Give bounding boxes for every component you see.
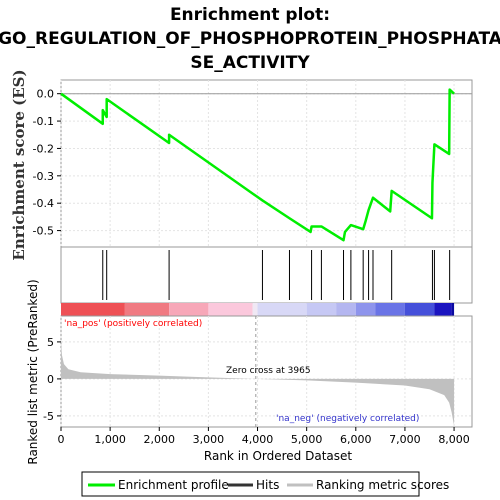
rank-x-ticks: 0 1,000 2,000 3,000 4,000 5,000 6,000 7,000 8,00… xyxy=(58,427,470,446)
es-y-tick-label: -0.2 xyxy=(33,142,54,155)
enrichment-score-panel: 0.0 -0.1 -0.2 -0.3 -0.4 -0.5 Enrichment score… xyxy=(10,69,473,261)
rank-panel-frame xyxy=(60,315,473,428)
rank-ylabel: Ranked list metric (PreRanked) xyxy=(26,279,40,464)
color-bar-segment xyxy=(169,303,209,316)
rank-xlabel: Rank in Ordered Dataset xyxy=(204,449,352,463)
color-bar-segment xyxy=(124,303,170,316)
es-y-tick-label: 0.0 xyxy=(37,88,55,101)
title-line-3: SE_ACTIVITY xyxy=(190,53,310,73)
legend-hits-label: Hits xyxy=(256,478,279,492)
color-bar-segment xyxy=(252,303,258,316)
color-bar-segment xyxy=(375,303,405,316)
enrichment-profile-line xyxy=(60,88,455,242)
title-line-2: GO_REGULATION_OF_PHOSPHOPROTEIN_PHOSPHAT… xyxy=(0,29,500,49)
hits-panel-frame xyxy=(60,246,473,304)
rank-y-tick-label: 0 xyxy=(47,373,54,386)
hits-panel xyxy=(60,246,473,304)
es-ylabel: Enrichment score (ES) xyxy=(10,69,28,260)
color-bar-segment xyxy=(208,303,253,316)
hit-marks xyxy=(102,250,451,300)
neg-label: 'na_neg' (negatively correlated) xyxy=(276,414,419,424)
rank-y-tick-label: 5 xyxy=(47,336,54,349)
rank-x-tick-label: 3,000 xyxy=(193,433,225,446)
title-line-1: Enrichment plot: xyxy=(170,5,330,25)
rank-y-tick-label: -5 xyxy=(43,410,54,423)
pos-label: 'na_pos' (positively correlated) xyxy=(64,319,202,329)
rank-x-tick-label: 0 xyxy=(58,433,65,446)
legend-ranking-label: Ranking metric scores xyxy=(316,478,449,492)
legend: Enrichment profile Hits Ranking metric s… xyxy=(81,471,449,497)
color-bar-segment xyxy=(451,303,455,316)
ranked-metric-panel: 5 0 -5 0 1,000 2,000 3,000 4,000 5,000 6,000 7,00… xyxy=(26,279,473,465)
es-y-tick-label: -0.5 xyxy=(33,225,54,238)
rank-x-tick-label: 4,000 xyxy=(242,433,274,446)
color-bar-segment xyxy=(336,303,356,316)
rank-x-tick-label: 2,000 xyxy=(144,433,176,446)
rank-y-ticks: 5 0 -5 xyxy=(43,336,61,423)
color-bar-segment xyxy=(434,303,452,316)
legend-enrichment-label: Enrichment profile xyxy=(118,478,229,492)
es-panel-frame xyxy=(60,79,473,248)
color-bar-segment xyxy=(306,303,337,316)
color-bar-segment xyxy=(355,303,376,316)
es-y-tick-label: -0.4 xyxy=(33,197,54,210)
rank-color-bar xyxy=(61,303,455,316)
rank-x-tick-label: 8,000 xyxy=(438,433,470,446)
rank-x-tick-label: 7,000 xyxy=(389,433,421,446)
rank-x-tick-label: 1,000 xyxy=(94,433,126,446)
color-bar-segment xyxy=(61,303,125,316)
zero-cross-label: Zero cross at 3965 xyxy=(226,366,311,376)
rank-x-tick-label: 5,000 xyxy=(291,433,323,446)
es-y-ticks: 0.0 -0.1 -0.2 -0.3 -0.4 -0.5 xyxy=(33,88,61,238)
rank-x-tick-label: 6,000 xyxy=(340,433,372,446)
es-y-tick-label: -0.1 xyxy=(33,115,54,128)
color-bar-segment xyxy=(404,303,435,316)
ranking-metric-area xyxy=(61,341,455,425)
color-bar-segment xyxy=(257,303,307,316)
es-y-tick-label: -0.3 xyxy=(33,170,54,183)
